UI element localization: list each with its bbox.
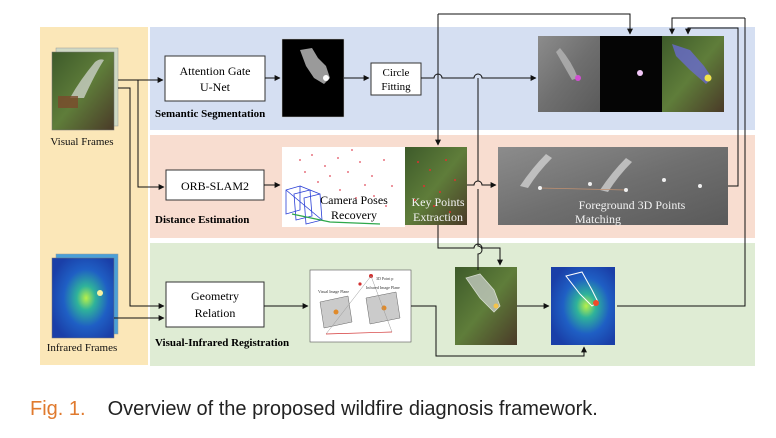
camera-poses-line1: Camera Poses — [320, 193, 388, 207]
infrared-frames-label: Infrared Frames — [47, 342, 118, 354]
figure-caption: Fig. 1. Overview of the proposed wildfire… — [30, 398, 598, 421]
unet-label: U-Net — [200, 80, 231, 94]
visual-frames-label: Visual Frames — [50, 136, 113, 148]
camera-poses-image — [282, 147, 405, 227]
camera-poses-line2: Recovery — [331, 208, 377, 222]
segmentation-result-dark — [600, 36, 662, 112]
circle-fitting-line1: Circle — [383, 67, 410, 79]
orb-slam2-box — [165, 169, 265, 201]
geometry-label: Geometry — [191, 289, 239, 303]
caption-text: Overview of the proposed wildfire diagno… — [107, 398, 598, 420]
matching-line2: Matching — [575, 212, 621, 226]
diag-point-label: 3D Point p — [376, 276, 393, 281]
attention-gate-label: Attention Gate — [180, 64, 251, 78]
matching-line1: Foreground 3D Points — [579, 198, 686, 212]
segmentation-mask-image — [281, 38, 345, 118]
circle-fitting-box — [370, 62, 422, 96]
relation-label: Relation — [195, 306, 236, 320]
geometry-diagram: 3D Point p Visual Image Plane Infrared I… — [309, 269, 412, 343]
registered-visual-image — [455, 267, 517, 345]
registered-infrared-image — [551, 267, 615, 345]
diag-infrared-plane-label: Infrared Image Plane — [366, 285, 400, 290]
key-points-image — [405, 147, 467, 225]
orb-slam2-label: ORB-SLAM2 — [181, 179, 249, 193]
registration-title: Visual-Infrared Registration — [155, 337, 289, 349]
infrared-frames-stack — [51, 253, 119, 339]
key-points-line1: Key Points — [411, 195, 464, 209]
geometry-relation-box — [165, 281, 265, 328]
segmentation-result-overlay — [662, 36, 724, 112]
distance-estimation-title: Distance Estimation — [155, 214, 249, 226]
circle-fitting-line2: Fitting — [381, 81, 411, 93]
diag-visual-plane-label: Visual Image Plane — [318, 289, 349, 294]
key-points-line2: Extraction — [413, 210, 463, 224]
points-matching-image — [498, 147, 728, 225]
segmentation-result-gray — [538, 36, 600, 112]
attention-gate-unet-box — [164, 55, 266, 102]
caption-number: Fig. 1. — [30, 398, 86, 420]
semantic-segmentation-title: Semantic Segmentation — [155, 108, 265, 120]
visual-frames-stack — [51, 47, 119, 131]
